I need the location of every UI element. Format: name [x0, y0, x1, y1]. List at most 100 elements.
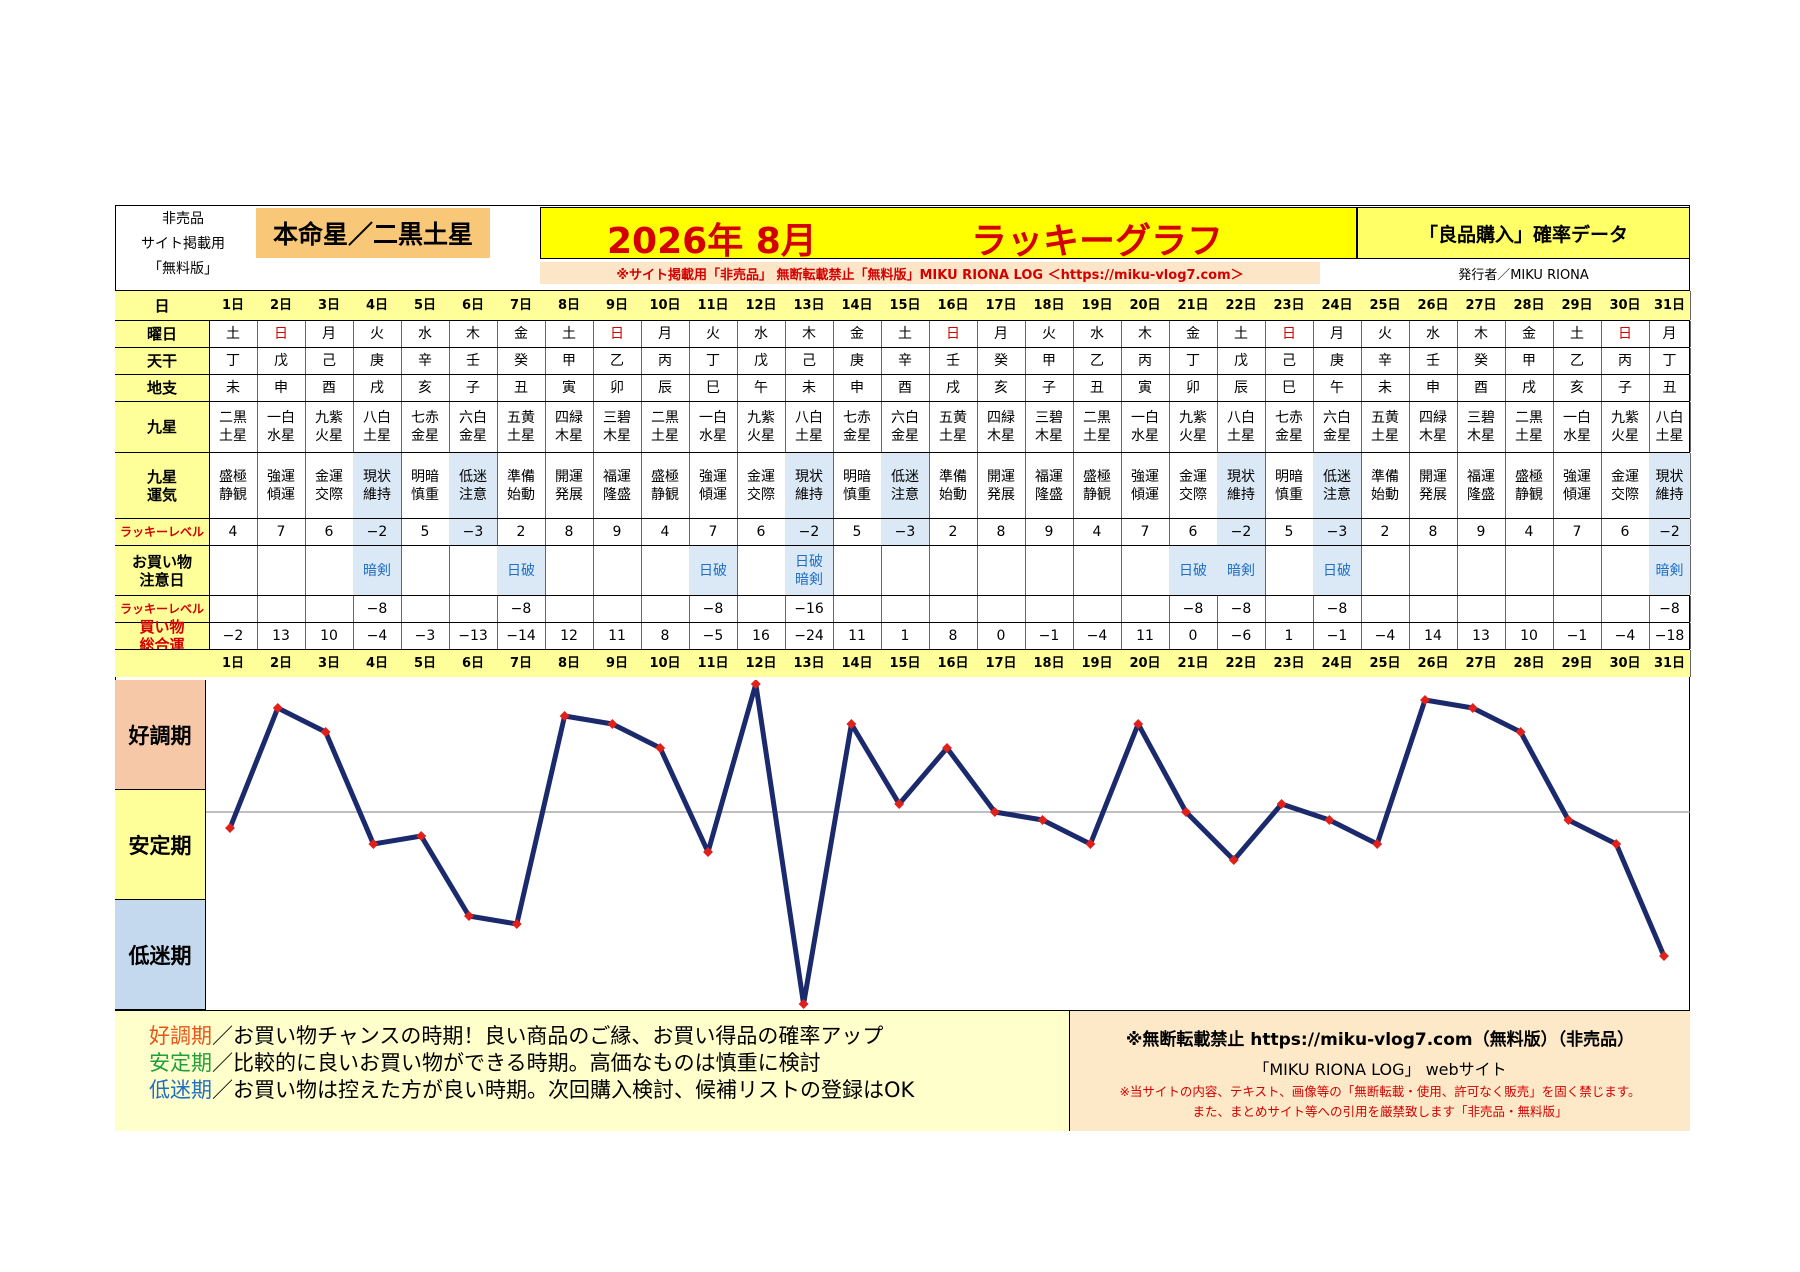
cell-kyusei-10: 二黒 土星 — [641, 402, 690, 452]
cell-lucky_level-3: 6 — [305, 519, 354, 545]
row-days-bottom: 1日 2日 3日 4日 5日 6日 7日 8日 9日 10日 11日 12日 13日 14日 15日 16日 1… — [115, 649, 1691, 677]
cell-kyusei-21: 九紫 火星 — [1169, 402, 1218, 452]
non-sale-line: 非売品 — [162, 211, 204, 227]
cell-days-6: 6日 — [449, 650, 498, 677]
cell-weekday-15: 土 — [881, 321, 930, 347]
cell-days-8: 8日 — [545, 291, 594, 320]
cell-kyusei-12: 九紫 火星 — [737, 402, 786, 452]
cell-days-21: 21日 — [1169, 291, 1218, 320]
cell-weekday-17: 月 — [977, 321, 1026, 347]
cell-lucky_level2-3 — [305, 596, 354, 622]
cell-lucky_level2-30 — [1601, 596, 1650, 622]
data-point-14 — [846, 719, 857, 729]
row-lucky_level2: ラッキーレベル −8 −8 −8 −16 −8 −8 −8 −8 — [115, 595, 1691, 622]
cell-lucky_level2-23 — [1265, 596, 1314, 622]
cell-lucky_level-13: −2 — [785, 519, 834, 545]
cell-days-17: 17日 — [977, 291, 1026, 320]
cell-days-26: 26日 — [1409, 291, 1458, 320]
cell-days-4: 4日 — [353, 650, 402, 677]
cell-caution-30 — [1601, 546, 1650, 595]
cell-days-29: 29日 — [1553, 291, 1602, 320]
cell-caution-24: 日破 — [1313, 546, 1362, 595]
cell-total-3: 10 — [305, 623, 354, 649]
cell-kyusei_unki-8: 開運 発展 — [545, 453, 594, 518]
cell-weekday-19: 水 — [1073, 321, 1122, 347]
cell-kyusei_unki-29: 強運 傾運 — [1553, 453, 1602, 518]
cell-total-31: −18 — [1649, 623, 1691, 649]
cell-lucky_level2-1 — [209, 596, 258, 622]
cell-chishi-16: 戌 — [929, 375, 978, 401]
cell-kyusei_unki-18: 福運 隆盛 — [1025, 453, 1074, 518]
cell-tenkan-18: 甲 — [1025, 348, 1074, 374]
cell-days-20: 20日 — [1121, 291, 1170, 320]
cell-days-27: 27日 — [1457, 650, 1506, 677]
cell-days-21: 21日 — [1169, 650, 1218, 677]
cell-chishi-22: 辰 — [1217, 375, 1266, 401]
cell-caution-27 — [1457, 546, 1506, 595]
row-chishi: 地支未申酉戌亥子丑寅卯辰巳午未申酉戌亥子丑寅卯辰巳午未申酉戌亥子丑 — [115, 374, 1691, 401]
cell-total-12: 16 — [737, 623, 786, 649]
cell-caution-22: 暗剣 — [1217, 546, 1266, 595]
cell-total-27: 13 — [1457, 623, 1506, 649]
data-point-11 — [703, 847, 713, 857]
cell-days-1: 1日 — [209, 291, 258, 320]
cell-total-1: −2 — [209, 623, 258, 649]
cell-total-18: −1 — [1025, 623, 1074, 649]
zone-label-0: 好調期 — [115, 680, 206, 790]
cell-days-22: 22日 — [1217, 291, 1266, 320]
cell-weekday-5: 水 — [401, 321, 450, 347]
cell-tenkan-2: 戊 — [257, 348, 306, 374]
data-point-22 — [1228, 855, 1239, 865]
honmeisei-label: 本命星／二黒土星 — [256, 208, 490, 258]
cell-lucky_level-4: −2 — [353, 519, 402, 545]
cell-total-29: −1 — [1553, 623, 1602, 649]
copyright-line-3: ※当サイトの内容、テキスト、画像等の「無断転載・使用、許可なく販売」を固く禁じま… — [1119, 1084, 1641, 1099]
cell-caution-21: 日破 — [1169, 546, 1218, 595]
cell-lucky_level-14: 5 — [833, 519, 882, 545]
cell-kyusei-31: 八白 土星 — [1649, 402, 1691, 452]
cell-kyusei_unki-6: 低迷 注意 — [449, 453, 498, 518]
cell-lucky_level-12: 6 — [737, 519, 786, 545]
cell-chishi-23: 巳 — [1265, 375, 1314, 401]
data-point-29 — [1563, 815, 1574, 825]
cell-lucky_level-15: −3 — [881, 519, 930, 545]
cell-chishi-21: 卯 — [1169, 375, 1218, 401]
cell-days-29: 29日 — [1553, 650, 1602, 677]
cell-chishi-19: 丑 — [1073, 375, 1122, 401]
cell-total-5: −3 — [401, 623, 450, 649]
cell-days-2: 2日 — [257, 650, 306, 677]
data-point-16 — [942, 743, 952, 753]
data-point-4 — [368, 839, 379, 849]
cell-caution-20 — [1121, 546, 1170, 595]
cell-lucky_level-27: 9 — [1457, 519, 1506, 545]
cell-days-28: 28日 — [1505, 650, 1554, 677]
cell-days-26: 26日 — [1409, 650, 1458, 677]
cell-days-23: 23日 — [1265, 291, 1314, 320]
cell-lucky_level-2: 7 — [257, 519, 306, 545]
cell-kyusei_unki-25: 準備 始動 — [1361, 453, 1410, 518]
cell-total-6: −13 — [449, 623, 498, 649]
cell-kyusei_unki-10: 盛極 静観 — [641, 453, 690, 518]
row-label: 天干 — [115, 348, 210, 374]
cell-weekday-10: 月 — [641, 321, 690, 347]
cell-lucky_level-17: 8 — [977, 519, 1026, 545]
row-label: 九星 — [115, 402, 210, 452]
cell-total-15: 1 — [881, 623, 930, 649]
cell-weekday-14: 金 — [833, 321, 882, 347]
row-days: 日 1日 2日 3日 4日 5日 6日 7日 8日 9日 10日 11日 12日 13日 14日 15日 16日… — [115, 290, 1691, 320]
cell-lucky_level2-22: −8 — [1217, 596, 1266, 622]
cell-days-31: 31日 — [1649, 650, 1691, 677]
cell-tenkan-27: 癸 — [1457, 348, 1506, 374]
cell-kyusei_unki-13: 現状 維持 — [785, 453, 834, 518]
cell-total-22: −6 — [1217, 623, 1266, 649]
cell-caution-26 — [1409, 546, 1458, 595]
free-version-line: 「無料版」 — [148, 261, 218, 277]
row-label: 曜日 — [115, 321, 210, 347]
cell-lucky_level2-19 — [1073, 596, 1122, 622]
cell-days-15: 15日 — [881, 650, 930, 677]
cell-lucky_level-19: 4 — [1073, 519, 1122, 545]
row-total: 買い物 総合運 −2 13 10 −4 −3 −13 −14 12 11 8 −5 16 −24 11 1 8 0−… — [115, 618, 1691, 654]
cell-days-30: 30日 — [1601, 291, 1650, 320]
cell-kyusei_unki-3: 金運 交際 — [305, 453, 354, 518]
cell-kyusei_unki-4: 現状 維持 — [353, 453, 402, 518]
